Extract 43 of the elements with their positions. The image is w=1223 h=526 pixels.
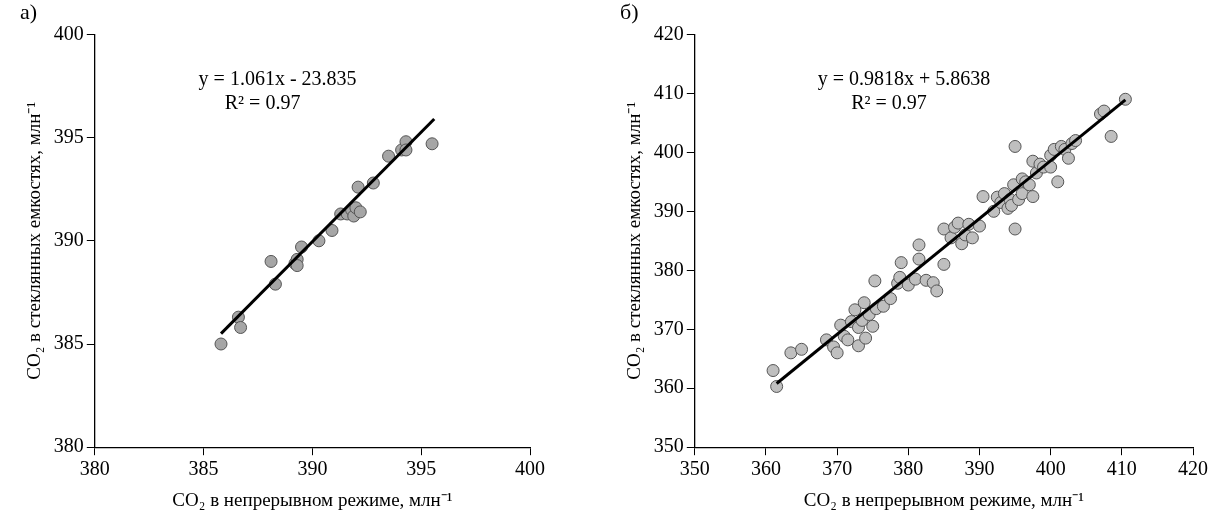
x-tick-label: 410	[1106, 457, 1137, 480]
y-axis-title: CO₂ в стеклянных емкостях, млн⁻¹	[23, 101, 45, 380]
y-tick-label: 400	[53, 21, 84, 44]
x-tick-label: 380	[79, 457, 110, 480]
point	[234, 320, 248, 334]
y-tick-label: 400	[653, 139, 684, 162]
x-tick-label: 380	[893, 457, 924, 480]
y-tick-label: 380	[653, 257, 684, 280]
y-tick-label: 390	[653, 198, 684, 221]
x-tick-label: 350	[679, 457, 710, 480]
y-tick-label: 420	[653, 21, 684, 44]
x-tick-label: 385	[188, 457, 219, 480]
y-tick-label: 380	[53, 434, 84, 457]
annotation: y = 1.061x - 23.835	[198, 66, 357, 90]
point	[264, 254, 278, 268]
x-tick-label: 395	[406, 457, 437, 480]
y-tick-label: 395	[53, 124, 84, 147]
x-tick-label: 360	[750, 457, 781, 480]
point	[214, 337, 228, 351]
x-axis-title: CO₂ в непрерывном режиме, млн⁻¹	[803, 488, 1085, 510]
point	[353, 205, 367, 219]
point	[351, 180, 365, 194]
chart-title: б)	[620, 0, 639, 24]
y-tick-label: 410	[653, 80, 684, 103]
point	[382, 149, 396, 163]
x-tick-label: 400	[515, 457, 545, 480]
x-tick-label: 420	[1178, 457, 1208, 480]
y-axis-title: CO₂ в стеклянных емкостях, млн⁻¹	[623, 101, 645, 380]
chart-title: а)	[20, 0, 38, 24]
x-tick-label: 400	[1035, 457, 1066, 480]
annotation: R² = 0.97	[851, 90, 927, 113]
y-tick-label: 370	[653, 316, 684, 339]
y-tick-label: 350	[653, 434, 684, 457]
x-tick-label: 370	[822, 457, 853, 480]
annotation: R² = 0.97	[224, 90, 301, 113]
y-tick-label: 390	[53, 228, 84, 251]
point	[425, 137, 439, 151]
y-tick-label: 360	[653, 375, 684, 398]
annotation: y = 0.9818x + 5.8638	[817, 66, 991, 90]
y-tick-label: 385	[53, 331, 84, 354]
x-tick-label: 390	[297, 457, 328, 480]
x-axis-title: CO₂ в непрерывном режиме, млн⁻¹	[172, 488, 453, 510]
x-tick-label: 390	[964, 457, 995, 480]
